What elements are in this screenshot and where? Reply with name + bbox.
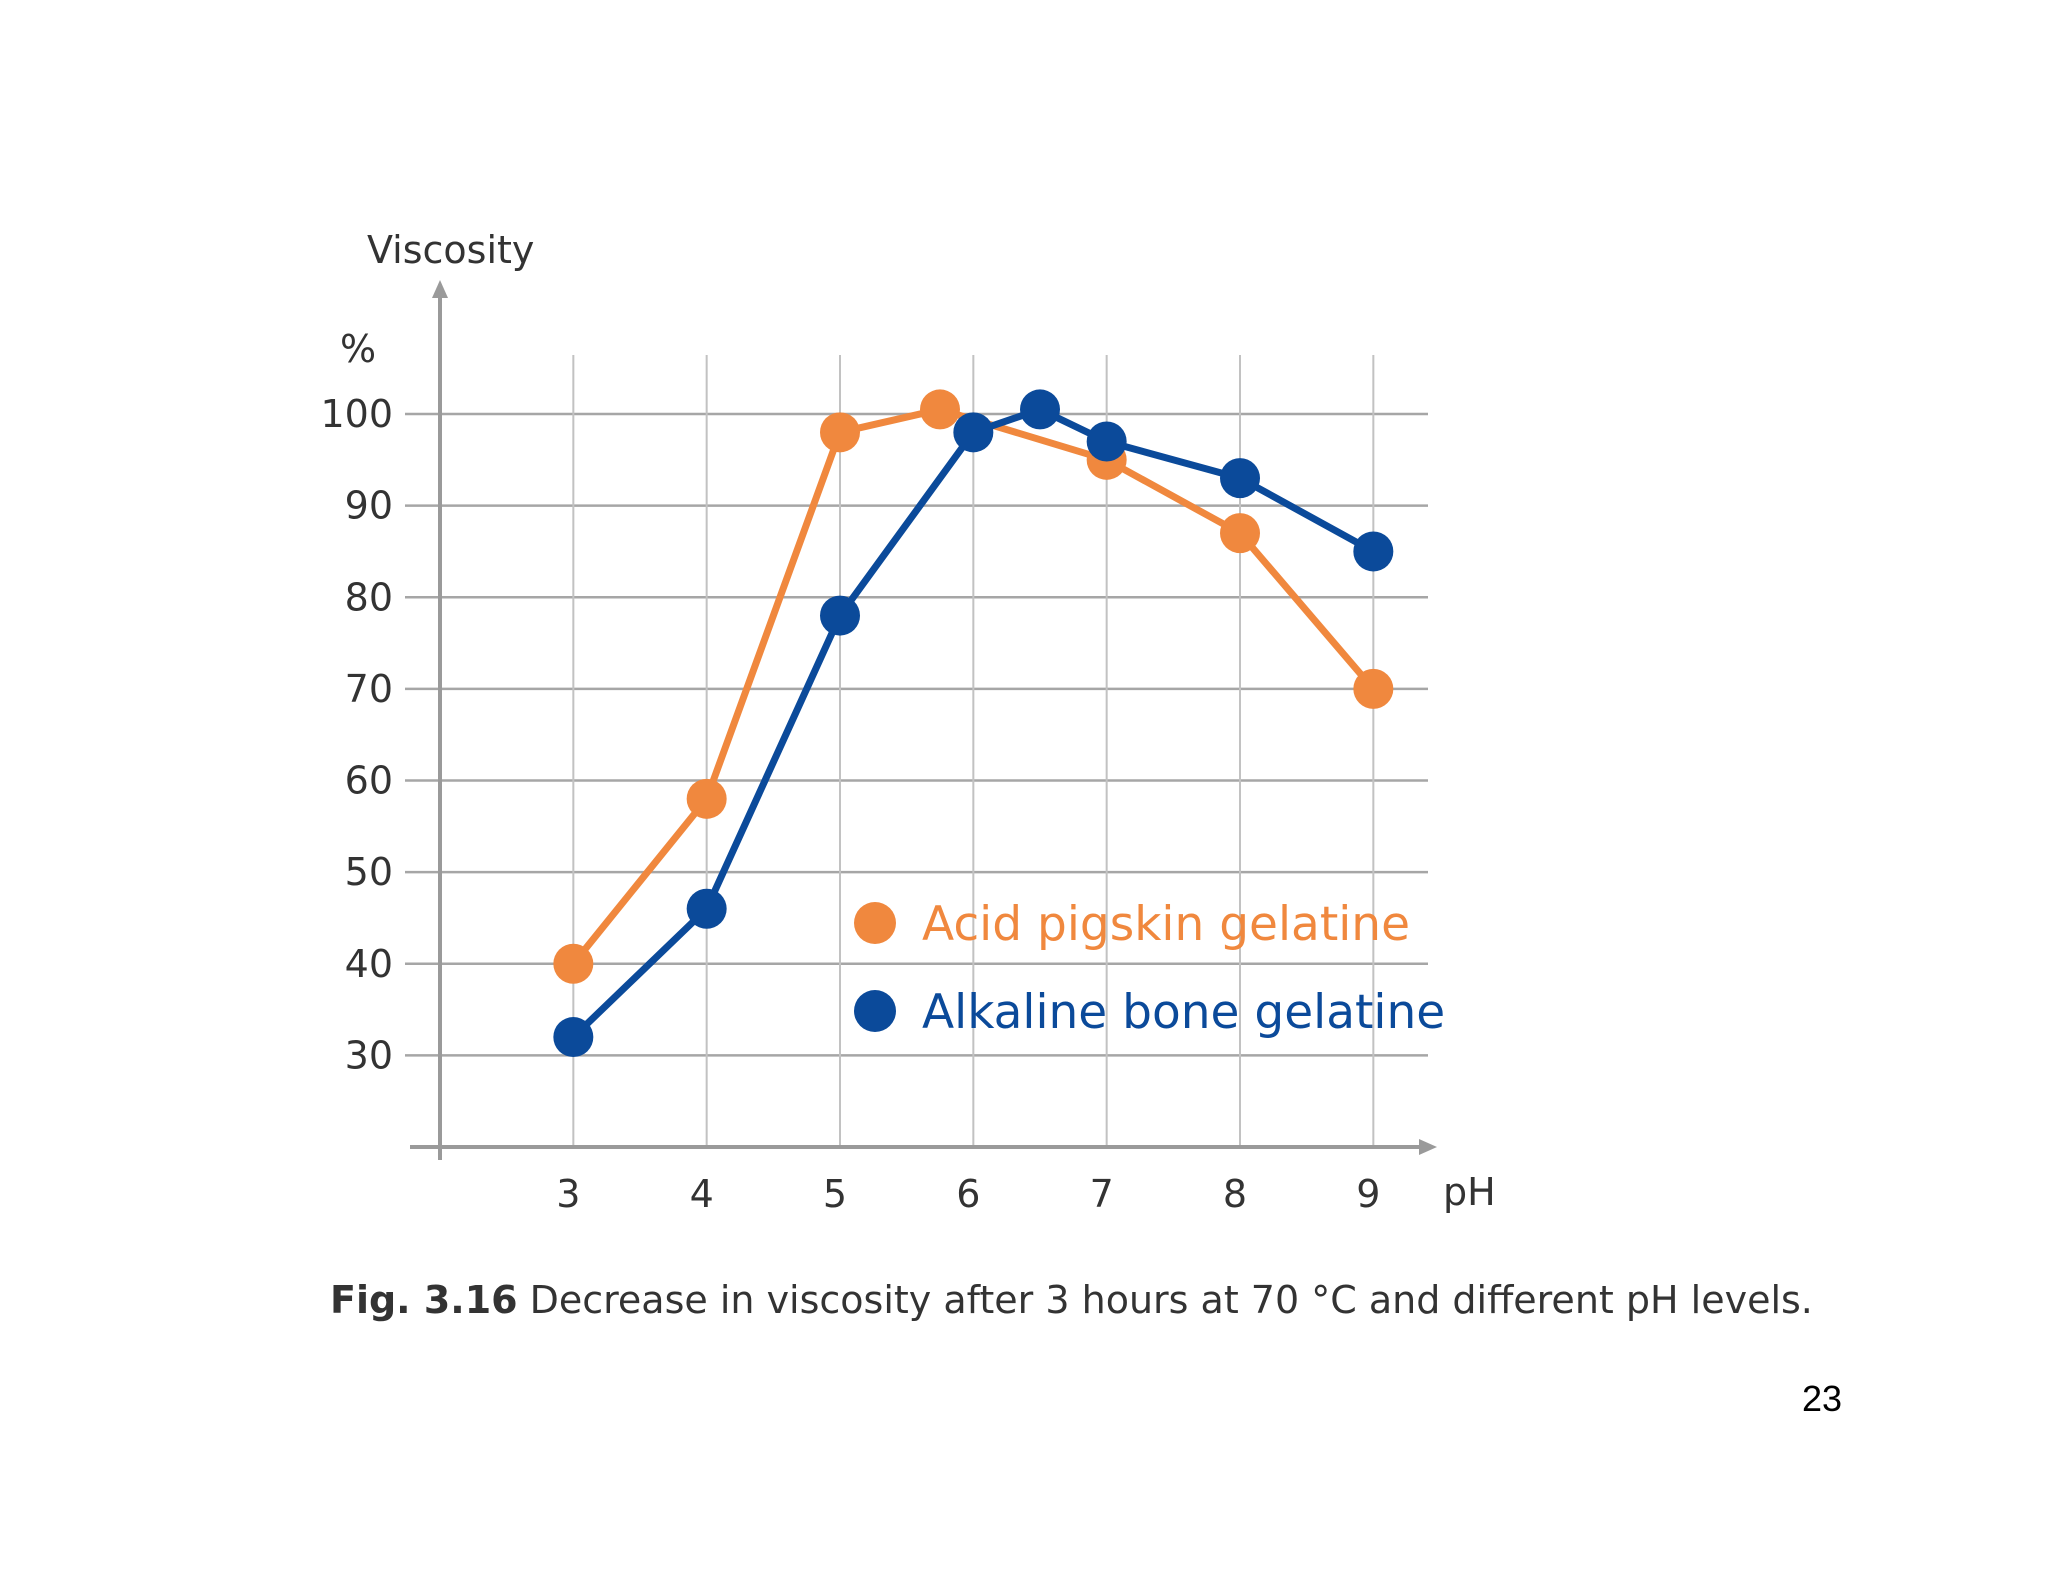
y-tick-label-90: 90	[345, 484, 393, 528]
series-1-point-1	[553, 943, 594, 984]
y-axis-arrow	[432, 280, 448, 298]
series-1-point-3	[820, 412, 860, 453]
y-tick-label-100: 100	[320, 392, 393, 436]
y-axis-unit: %	[340, 327, 376, 371]
series-1-point-4	[920, 389, 960, 430]
series-1-point-6	[1220, 513, 1260, 554]
x-tick-label-4: 4	[690, 1172, 714, 1216]
legend-label-1: Acid pigskin gelatine	[922, 897, 1410, 952]
series-1-point-2	[686, 778, 727, 819]
series-2-point-1	[553, 1017, 594, 1058]
legend: Acid pigskin gelatine Alkaline bone gelat…	[854, 897, 1445, 1040]
axes: Viscosity % pH	[340, 228, 1496, 1214]
x-tick-label-8: 8	[1223, 1172, 1247, 1216]
series-1-point-7	[1353, 668, 1394, 709]
x-axis-arrow	[1419, 1139, 1437, 1155]
legend-marker-2	[854, 990, 896, 1032]
x-tick-label-9: 9	[1356, 1172, 1380, 1216]
y-tick-label-30: 30	[345, 1033, 393, 1077]
x-tick-label-5: 5	[823, 1172, 847, 1216]
series-2-point-3	[820, 595, 860, 636]
figure-label: Fig. 3.16	[330, 1278, 518, 1322]
series-2-point-5	[1020, 389, 1060, 430]
series-2-point-8	[1353, 531, 1394, 572]
legend-marker-1	[854, 902, 896, 944]
series	[553, 389, 1394, 1058]
x-tick-label-6: 6	[956, 1172, 980, 1216]
y-tick-label-50: 50	[345, 850, 393, 894]
series-2	[553, 389, 1394, 1058]
x-axis-title: pH	[1443, 1170, 1496, 1214]
figure-caption-text: Decrease in viscosity after 3 hours at 7…	[529, 1278, 1813, 1322]
x-tick-label-7: 7	[1090, 1172, 1114, 1216]
figure-caption: Fig. 3.16 Decrease in viscosity after 3 h…	[330, 1278, 1813, 1322]
y-tick-label-70: 70	[345, 667, 393, 711]
y-tick-label-80: 80	[345, 575, 393, 619]
y-tick-label-60: 60	[345, 759, 393, 803]
y-axis-title: Viscosity	[367, 228, 534, 272]
tick-labels: 30 40 50 60 70 80 90 100 3 4 5 6 7 8 9	[320, 392, 1380, 1216]
y-tick-label-40: 40	[345, 942, 393, 986]
legend-label-2: Alkaline bone gelatine	[922, 985, 1445, 1040]
series-2-point-4	[953, 412, 994, 453]
grid	[405, 355, 1428, 1147]
series-2-point-6	[1086, 421, 1127, 462]
series-2-point-7	[1220, 458, 1260, 499]
x-tick-label-3: 3	[556, 1172, 580, 1216]
page-number: 23	[1802, 1378, 1843, 1419]
series-2-point-2	[686, 888, 727, 929]
series-2-line	[569, 405, 1377, 1041]
